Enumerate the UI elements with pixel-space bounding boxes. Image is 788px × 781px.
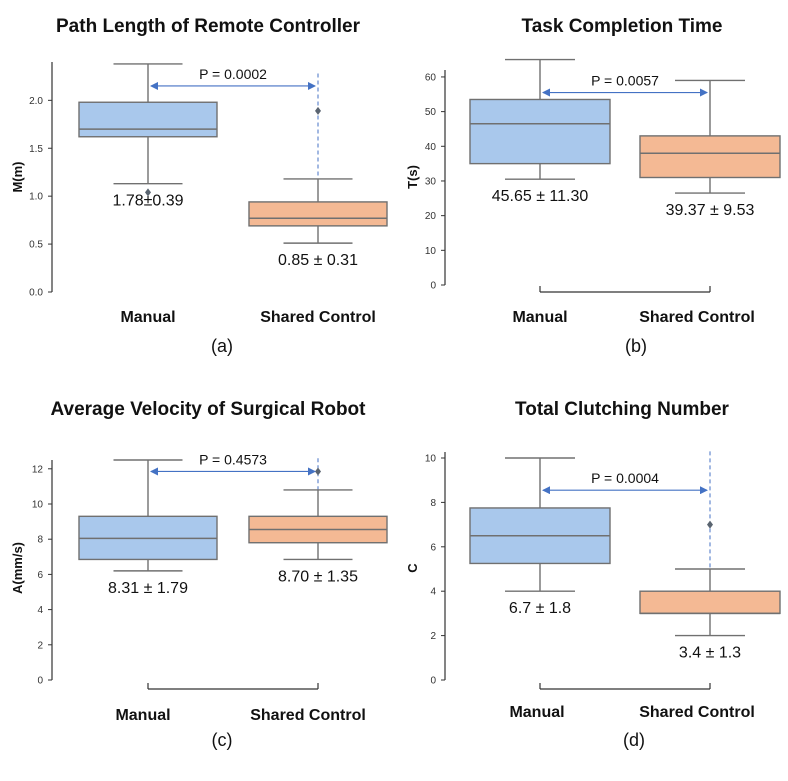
y-tick-label: 40 (425, 142, 437, 153)
stat-label: 8.70 ± 1.35 (278, 568, 358, 585)
chart-title: Path Length of Remote Controller (56, 16, 361, 37)
chart-title: Task Completion Time (522, 16, 723, 37)
outlier-point (707, 520, 713, 529)
y-tick-label: 4 (430, 587, 436, 598)
y-tick-label: 10 (32, 500, 44, 511)
y-tick-label: 2 (37, 640, 43, 651)
stat-label: 45.65 ± 11.30 (492, 188, 589, 205)
p-value-label: P = 0.0002 (199, 66, 267, 82)
category-label: Shared Control (639, 309, 755, 326)
y-tick-label: 8 (430, 498, 436, 509)
stat-label: 1.78±0.39 (112, 193, 183, 210)
y-tick-label: 0.0 (29, 288, 43, 299)
y-tick-label: 10 (425, 246, 437, 257)
y-tick-label: 0.5 (29, 240, 43, 251)
box-body (639, 590, 781, 615)
box-shared-control: 8.70 ± 1.35 (248, 467, 388, 585)
y-axis-label: A(mm/s) (10, 542, 25, 594)
y-axis-label: C (405, 563, 420, 573)
box-manual: 8.31 ± 1.79 (78, 459, 218, 597)
y-tick-label: 0 (430, 281, 436, 292)
box-body (248, 201, 388, 227)
y-tick-label: 30 (425, 176, 437, 187)
panel-caption: (b) (625, 336, 647, 356)
y-tick-label: 6 (37, 570, 43, 581)
box-body (469, 98, 611, 165)
p-value-label: P = 0.4573 (199, 451, 267, 467)
stat-label: 8.31 ± 1.79 (108, 580, 188, 597)
y-tick-label: 12 (32, 464, 44, 475)
y-tick-label: 2 (430, 631, 436, 642)
outlier-point (315, 467, 321, 476)
panel-d: Total Clutching Number 0 2 4 6 8 10 C 6.7 ± 1.8 3… (405, 399, 781, 750)
y-tick-label: 60 (425, 72, 437, 83)
box-body (639, 135, 781, 179)
box-manual: 6.7 ± 1.8 (469, 457, 611, 617)
box-manual: 45.65 ± 11.30 (469, 58, 611, 205)
panel-b: Task Completion Time 0 10 20 30 40 50 60 T(s) 45.… (405, 16, 781, 356)
y-axis-label: T(s) (405, 165, 420, 189)
chart-title: Average Velocity of Surgical Robot (51, 399, 367, 420)
y-axis-label: M(m) (10, 161, 25, 192)
category-label: Manual (512, 309, 567, 326)
panel-caption: (a) (211, 336, 233, 356)
p-value-label: P = 0.0004 (591, 470, 659, 486)
y-tick-label: 20 (425, 211, 437, 222)
category-label: Manual (115, 707, 170, 724)
box-shared-control: 3.4 ± 1.3 (639, 520, 781, 662)
outlier-point (315, 106, 321, 115)
y-tick-label: 1.0 (29, 192, 43, 203)
y-tick-label: 8 (37, 535, 43, 546)
box-shared-control: 39.37 ± 9.53 (639, 79, 781, 219)
stat-label: 6.7 ± 1.8 (509, 600, 571, 617)
chart-title: Total Clutching Number (515, 399, 730, 420)
y-tick-label: 0 (37, 676, 43, 687)
box-manual: 1.78±0.39 (78, 63, 218, 210)
panel-c: Average Velocity of Surgical Robot 0 2 4 6 8 1… (10, 399, 388, 750)
outlier-point (145, 188, 151, 197)
panel-a: Path Length of Remote Controller 0.0 0.5 1.… (10, 16, 388, 356)
y-tick-label: 4 (37, 605, 43, 616)
stat-label: 39.37 ± 9.53 (666, 202, 755, 219)
category-label: Shared Control (639, 704, 755, 721)
stat-label: 0.85 ± 0.31 (278, 252, 358, 269)
category-label: Manual (120, 309, 175, 326)
y-tick-label: 6 (430, 542, 436, 553)
box-shared-control: 0.85 ± 0.31 (248, 106, 388, 269)
category-label: Manual (509, 704, 564, 721)
y-tick-label: 1.5 (29, 144, 43, 155)
category-label: Shared Control (260, 309, 376, 326)
p-value-label: P = 0.0057 (591, 73, 659, 89)
panel-caption: (c) (212, 730, 233, 750)
y-tick-label: 10 (425, 454, 437, 465)
y-tick-label: 0 (430, 676, 436, 687)
box-body (78, 101, 218, 138)
stat-label: 3.4 ± 1.3 (679, 645, 741, 662)
panel-caption: (d) (623, 730, 645, 750)
category-label: Shared Control (250, 707, 366, 724)
y-tick-label: 2.0 (29, 96, 43, 107)
y-tick-label: 50 (425, 107, 437, 118)
